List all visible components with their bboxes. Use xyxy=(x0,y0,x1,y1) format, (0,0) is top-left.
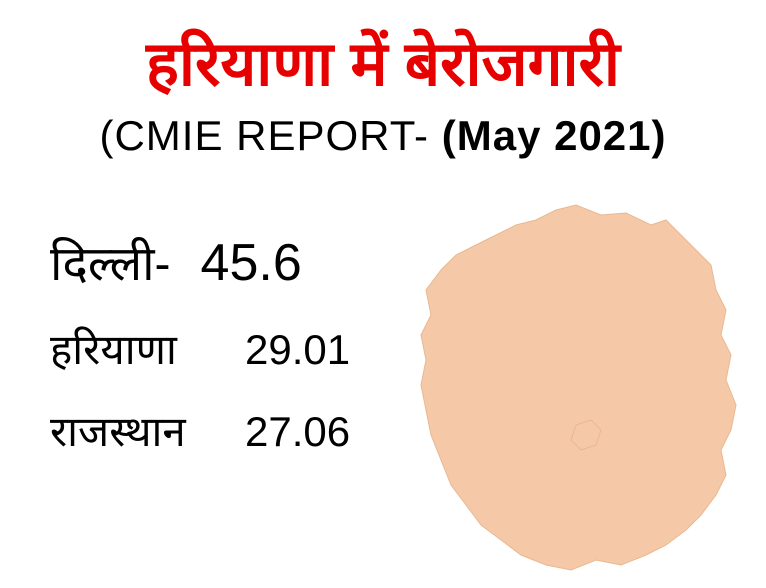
state-value: 27.06 xyxy=(245,408,350,456)
report-date: (May 2021) xyxy=(442,112,667,159)
state-label: राजस्थान xyxy=(50,402,245,459)
state-value: 29.01 xyxy=(245,326,350,374)
main-title: हरियाणा में बेरोजगारी xyxy=(15,20,751,104)
haryana-state-shape xyxy=(421,205,736,570)
infographic-container: हरियाणा में बेरोजगारी (CMIE REPORT- (May… xyxy=(0,0,766,588)
report-subtitle: (CMIE REPORT- (May 2021) xyxy=(15,112,751,160)
report-label: (CMIE REPORT- xyxy=(99,112,429,159)
state-label: हरियाणा xyxy=(50,320,245,377)
state-label: दिल्ली- xyxy=(50,230,171,295)
haryana-map-icon xyxy=(376,195,746,585)
state-value: 45.6 xyxy=(201,233,302,293)
